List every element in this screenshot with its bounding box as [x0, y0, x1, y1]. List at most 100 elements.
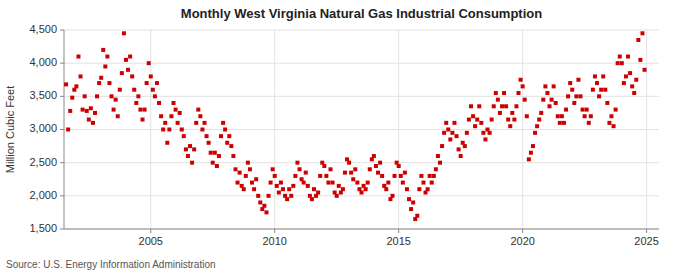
point — [81, 108, 85, 112]
point — [112, 108, 116, 112]
point — [368, 167, 372, 171]
point — [475, 118, 479, 122]
point — [514, 104, 518, 108]
point — [640, 31, 644, 35]
point — [180, 128, 184, 132]
point — [186, 154, 190, 158]
point — [457, 147, 461, 151]
point — [576, 78, 580, 82]
y-grid-line — [64, 63, 659, 64]
x-tick — [274, 229, 275, 233]
point — [434, 167, 438, 171]
point — [547, 104, 551, 108]
point — [304, 171, 308, 175]
point — [500, 104, 504, 108]
point — [136, 94, 140, 98]
point — [165, 141, 169, 145]
y-tick — [60, 195, 64, 196]
point — [552, 84, 556, 88]
y-grid-line — [64, 30, 659, 31]
point — [393, 174, 397, 178]
point — [275, 184, 279, 188]
point — [159, 114, 163, 118]
point — [471, 114, 475, 118]
point — [614, 108, 618, 112]
point — [417, 187, 421, 191]
point — [504, 104, 508, 108]
point — [207, 141, 211, 145]
point — [502, 91, 506, 95]
point — [603, 88, 607, 92]
point — [634, 78, 638, 82]
x-tick — [646, 229, 647, 233]
point — [324, 174, 328, 178]
y-tick — [60, 162, 64, 163]
point — [347, 161, 351, 165]
point — [397, 164, 401, 168]
point — [517, 91, 521, 95]
point — [481, 131, 485, 135]
point — [564, 108, 568, 112]
y-grid-line — [64, 129, 659, 130]
point — [405, 187, 409, 191]
point — [151, 88, 155, 92]
point — [316, 191, 320, 195]
point — [376, 171, 380, 175]
point — [444, 121, 448, 125]
point — [574, 94, 578, 98]
point — [403, 171, 407, 175]
point — [415, 214, 419, 218]
chart: 1,5002,0002,5003,0003,5004,0004,50020052… — [0, 0, 675, 275]
point — [390, 194, 394, 198]
point — [570, 88, 574, 92]
point — [138, 108, 142, 112]
x-tick-label: 2020 — [510, 235, 534, 247]
y-tick-label: 1,500 — [29, 222, 57, 234]
point — [161, 128, 165, 132]
y-tick — [60, 30, 64, 31]
point — [521, 84, 525, 88]
x-grid-line — [646, 30, 647, 229]
point — [329, 167, 333, 171]
point — [242, 187, 246, 191]
point — [411, 200, 415, 204]
x-tick-label: 2010 — [262, 235, 286, 247]
point — [537, 118, 541, 122]
point — [545, 91, 549, 95]
point — [107, 81, 111, 85]
point — [607, 121, 611, 125]
point — [176, 121, 180, 125]
point — [215, 164, 219, 168]
point — [366, 181, 370, 185]
point — [169, 114, 173, 118]
point — [289, 194, 293, 198]
point — [178, 111, 182, 115]
point — [225, 141, 229, 145]
x-tick-label: 2025 — [634, 235, 658, 247]
point — [118, 88, 122, 92]
point — [512, 118, 516, 122]
point — [312, 187, 316, 191]
point — [70, 96, 74, 100]
point — [172, 101, 176, 105]
point — [322, 164, 326, 168]
point — [194, 121, 198, 125]
point — [200, 128, 204, 132]
point — [401, 181, 405, 185]
point — [609, 114, 613, 118]
point — [126, 68, 130, 72]
point — [446, 128, 450, 132]
point — [306, 184, 310, 188]
point — [244, 174, 248, 178]
point — [643, 68, 647, 72]
x-axis-line — [64, 229, 659, 230]
point — [492, 104, 496, 108]
points — [64, 31, 646, 221]
point — [448, 137, 452, 141]
point — [620, 61, 624, 65]
point — [531, 144, 535, 148]
point — [196, 108, 200, 112]
x-grid-line — [274, 30, 275, 229]
x-tick-label: 2005 — [139, 235, 163, 247]
title: Monthly West Virginia Natural Gas Indust… — [181, 6, 542, 21]
